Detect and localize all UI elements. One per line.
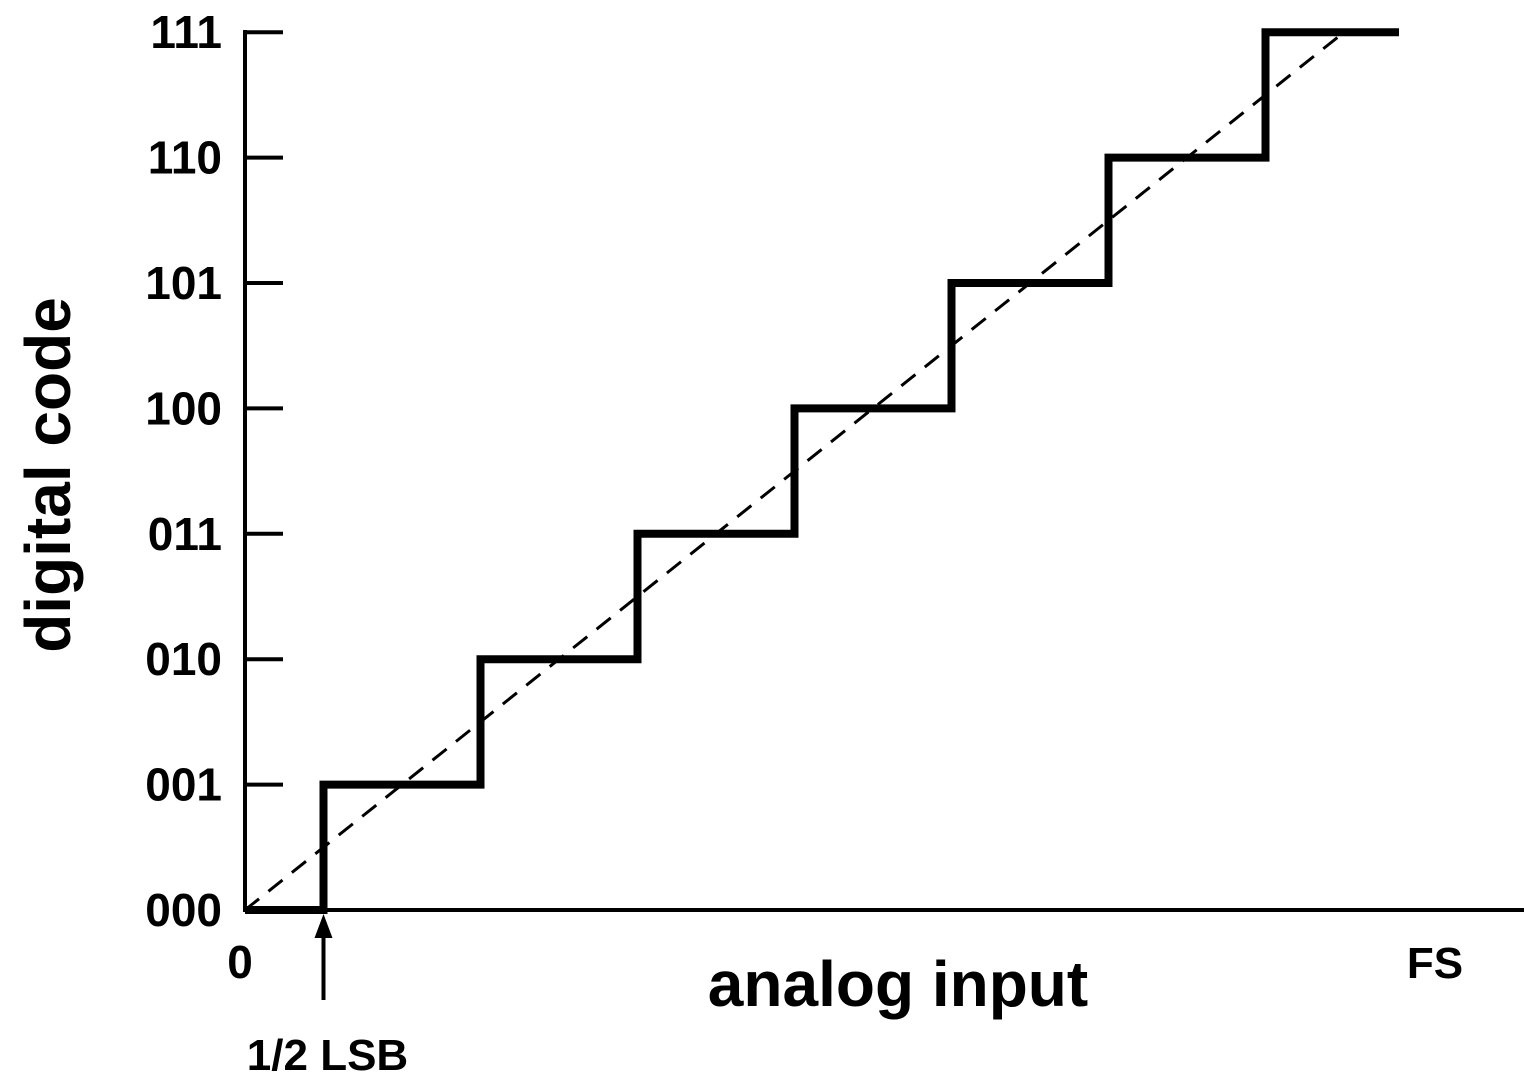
ideal-transfer-line <box>244 31 1345 912</box>
y-tick-label: 100 <box>145 382 222 434</box>
y-tick-label: 111 <box>150 6 222 58</box>
y-tick-label: 001 <box>145 759 222 811</box>
y-tick-label: 000 <box>145 884 222 936</box>
axes <box>243 30 1524 912</box>
x-labels: 0 FS <box>227 936 1463 988</box>
annotation-arrow-head <box>314 914 333 938</box>
y-axis-title: digital code <box>12 297 84 653</box>
x-tick-origin: 0 <box>227 936 253 988</box>
y-tick-label: 011 <box>148 508 222 560</box>
quantized-step-line <box>245 28 1399 914</box>
y-tick-label: 010 <box>145 633 222 685</box>
annotation-label: 1/2 LSB <box>247 1031 408 1077</box>
x-tick-full-scale: FS <box>1407 939 1463 988</box>
half-lsb-annotation: 1/2 LSB <box>247 914 408 1077</box>
y-tick-label: 101 <box>145 257 222 309</box>
y-tick-label: 110 <box>148 132 222 184</box>
x-axis-title: analog input <box>708 948 1088 1020</box>
plot-area <box>244 28 1399 914</box>
y-ticks: 000 001 010 011 100 101 110 111 <box>145 6 283 936</box>
